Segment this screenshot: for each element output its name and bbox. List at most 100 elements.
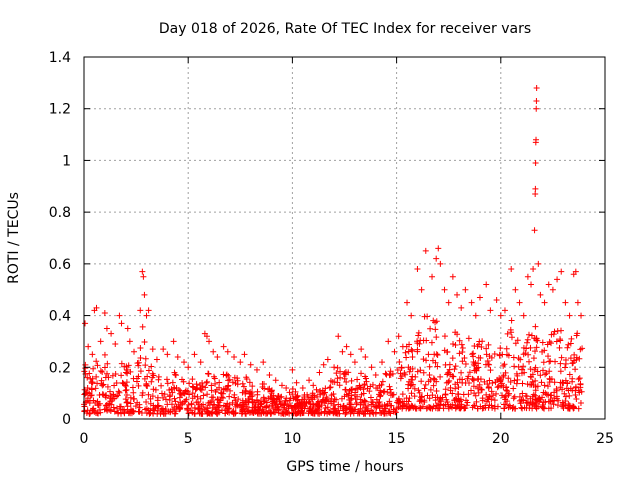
data-point [197, 386, 204, 393]
data-point [164, 380, 171, 387]
data-point [231, 394, 238, 401]
data-point [360, 390, 367, 397]
data-point [523, 345, 530, 352]
data-point [162, 406, 169, 413]
data-point [319, 387, 326, 394]
data-point [458, 369, 465, 376]
data-point [335, 333, 342, 340]
data-point [358, 346, 365, 353]
data-point [342, 404, 349, 411]
data-point [244, 408, 251, 415]
data-point [521, 369, 528, 376]
data-point [191, 351, 198, 358]
data-point [263, 410, 270, 417]
data-point [424, 313, 431, 320]
data-point [475, 354, 482, 361]
data-point [314, 393, 321, 400]
data-point [353, 399, 360, 406]
data-point [149, 393, 156, 400]
data-point [272, 377, 279, 384]
data-point [518, 404, 525, 411]
data-point [224, 348, 231, 355]
data-point [532, 323, 539, 330]
data-point [454, 291, 461, 298]
data-point [545, 281, 552, 288]
data-point [214, 353, 221, 360]
data-point [354, 393, 361, 400]
data-point [265, 386, 272, 393]
data-point [550, 331, 557, 338]
data-point [575, 387, 582, 394]
data-point [226, 393, 233, 400]
data-point [239, 399, 246, 406]
data-point [365, 402, 372, 409]
data-point [520, 351, 527, 358]
data-point [181, 390, 188, 397]
data-point [324, 404, 331, 411]
data-point [437, 395, 444, 402]
data-point [497, 345, 504, 352]
data-point [361, 397, 368, 404]
data-point [330, 390, 337, 397]
data-point [562, 364, 569, 371]
data-point [434, 394, 441, 401]
data-point [414, 346, 421, 353]
data-point [194, 393, 201, 400]
data-point [502, 396, 509, 403]
data-point [104, 406, 111, 413]
data-point [99, 368, 106, 375]
data-point [246, 390, 253, 397]
data-point [531, 366, 538, 373]
data-point [115, 388, 122, 395]
data-point [447, 387, 454, 394]
data-point [170, 338, 177, 345]
data-point [395, 333, 402, 340]
data-point [458, 341, 465, 348]
data-point [354, 376, 361, 383]
data-point [334, 364, 341, 371]
data-point [282, 398, 289, 405]
data-point [490, 392, 497, 399]
data-point [411, 385, 418, 392]
data-point [535, 403, 542, 410]
data-point [461, 354, 468, 361]
data-point [510, 385, 517, 392]
data-point [186, 380, 193, 387]
data-point [113, 379, 120, 386]
data-point [479, 397, 486, 404]
data-point [269, 398, 276, 405]
data-point [571, 351, 578, 358]
data-point [84, 374, 91, 381]
data-point [299, 384, 306, 391]
data-point [533, 136, 540, 143]
data-point [512, 286, 519, 293]
data-point [263, 403, 270, 410]
data-point [402, 349, 409, 356]
data-point [86, 370, 93, 377]
data-point [398, 364, 405, 371]
data-point [427, 386, 434, 393]
data-point [459, 358, 466, 365]
data-point [446, 366, 453, 373]
data-point [434, 351, 441, 358]
data-point [299, 410, 306, 417]
data-point [510, 395, 517, 402]
data-point [540, 359, 547, 366]
data-point [229, 399, 236, 406]
data-point [483, 391, 490, 398]
data-point [571, 357, 578, 364]
data-point [123, 367, 130, 374]
data-point [403, 395, 410, 402]
data-point [147, 407, 154, 414]
data-point [376, 405, 383, 412]
data-point [408, 390, 415, 397]
data-point [565, 387, 572, 394]
data-point [331, 406, 338, 413]
data-point [164, 351, 171, 358]
data-point [502, 369, 509, 376]
data-point [506, 402, 513, 409]
data-point [537, 291, 544, 298]
data-point [231, 353, 238, 360]
data-point [452, 341, 459, 348]
data-point [175, 387, 182, 394]
